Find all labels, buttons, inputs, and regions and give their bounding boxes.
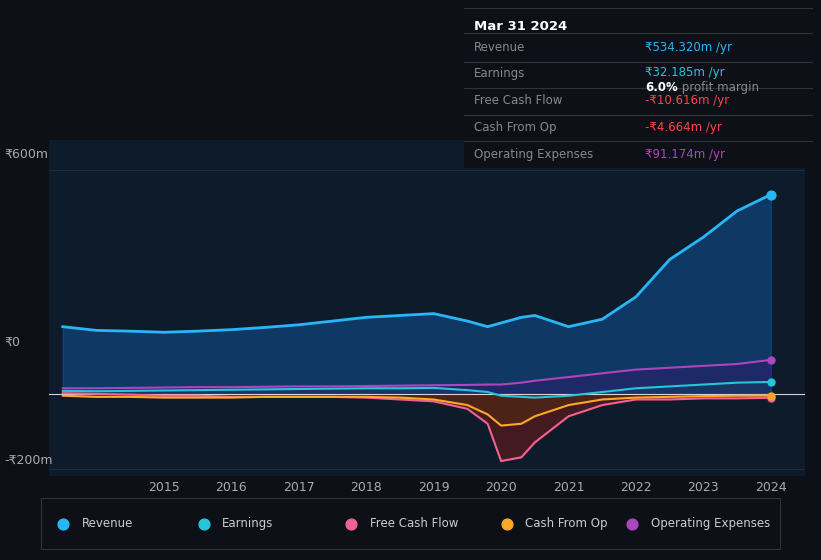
Text: Mar 31 2024: Mar 31 2024 (475, 20, 567, 32)
Text: Earnings: Earnings (222, 517, 273, 530)
Text: ₹600m: ₹600m (4, 147, 48, 161)
Point (197, 519, 210, 528)
Text: ₹534.320m /yr: ₹534.320m /yr (645, 41, 732, 54)
Text: Free Cash Flow: Free Cash Flow (370, 517, 458, 530)
Text: ₹32.185m /yr: ₹32.185m /yr (645, 66, 725, 79)
Point (500, 519, 513, 528)
Point (626, 519, 639, 528)
Point (764, 377, 777, 386)
Point (764, 391, 777, 400)
Text: Free Cash Flow: Free Cash Flow (475, 95, 562, 108)
Text: -₹10.616m /yr: -₹10.616m /yr (645, 95, 730, 108)
Text: Cash From Op: Cash From Op (475, 121, 557, 134)
Text: -₹200m: -₹200m (4, 454, 53, 467)
Text: Operating Expenses: Operating Expenses (475, 148, 594, 161)
Point (57, 519, 70, 528)
Text: Cash From Op: Cash From Op (525, 517, 608, 530)
Point (764, 393, 777, 402)
Text: Revenue: Revenue (475, 41, 525, 54)
Text: -₹4.664m /yr: -₹4.664m /yr (645, 121, 722, 134)
Text: Revenue: Revenue (82, 517, 133, 530)
Text: profit margin: profit margin (678, 81, 759, 94)
Text: ₹0: ₹0 (4, 336, 20, 349)
Text: 6.0%: 6.0% (645, 81, 678, 94)
Point (345, 519, 358, 528)
Point (764, 190, 777, 199)
Text: Earnings: Earnings (475, 67, 525, 80)
Text: ₹91.174m /yr: ₹91.174m /yr (645, 148, 725, 161)
Point (764, 356, 777, 365)
Text: Operating Expenses: Operating Expenses (651, 517, 770, 530)
